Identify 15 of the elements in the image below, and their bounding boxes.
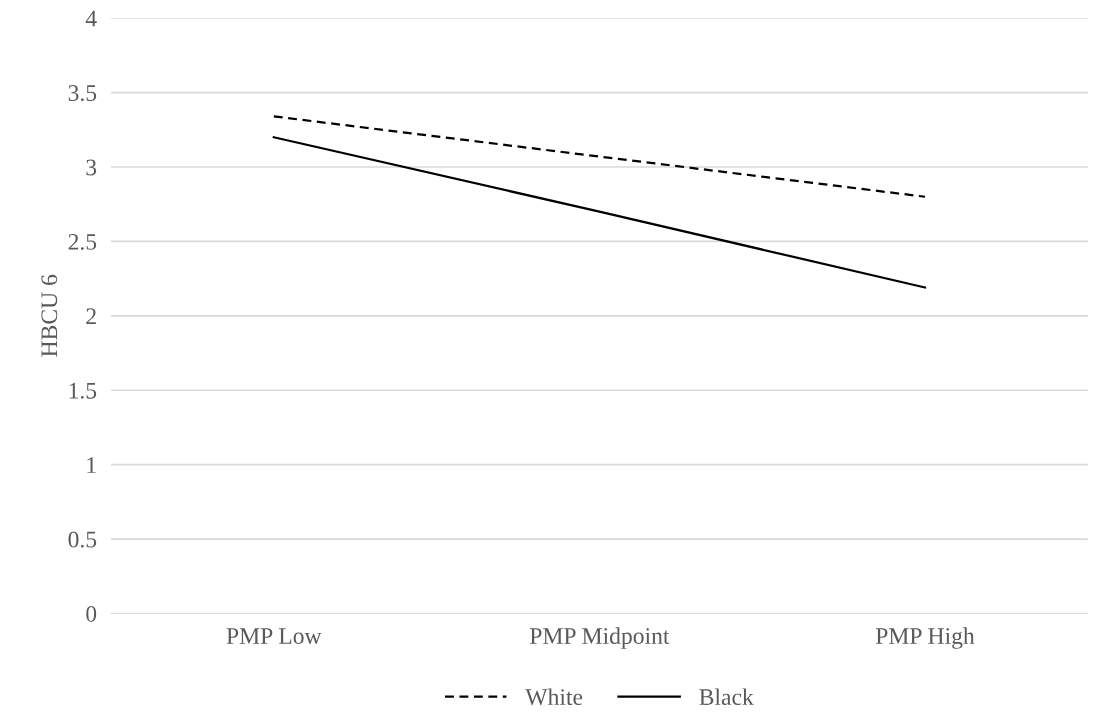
y-tick-label: 1 xyxy=(87,457,96,473)
legend-label: White xyxy=(525,688,583,706)
y-axis-title: HBCU 6 xyxy=(41,274,58,357)
y-tick-label: 0 xyxy=(86,605,97,622)
y-tick-label: 3.5 xyxy=(68,85,97,102)
x-tick-label: PMP High xyxy=(875,627,975,649)
y-tick-label: 4 xyxy=(85,10,97,27)
x-tick-label: PMP Low xyxy=(226,628,322,644)
y-tick-label: 0.5 xyxy=(68,531,97,548)
y-tick-label: 1.5 xyxy=(69,382,97,399)
y-tick-label: 2.5 xyxy=(68,233,97,250)
x-tick-label: PMP Midpoint xyxy=(529,627,670,649)
legend-label: Black xyxy=(699,688,754,706)
y-tick-label: 3 xyxy=(86,159,97,176)
y-tick-label: 2 xyxy=(86,308,96,324)
